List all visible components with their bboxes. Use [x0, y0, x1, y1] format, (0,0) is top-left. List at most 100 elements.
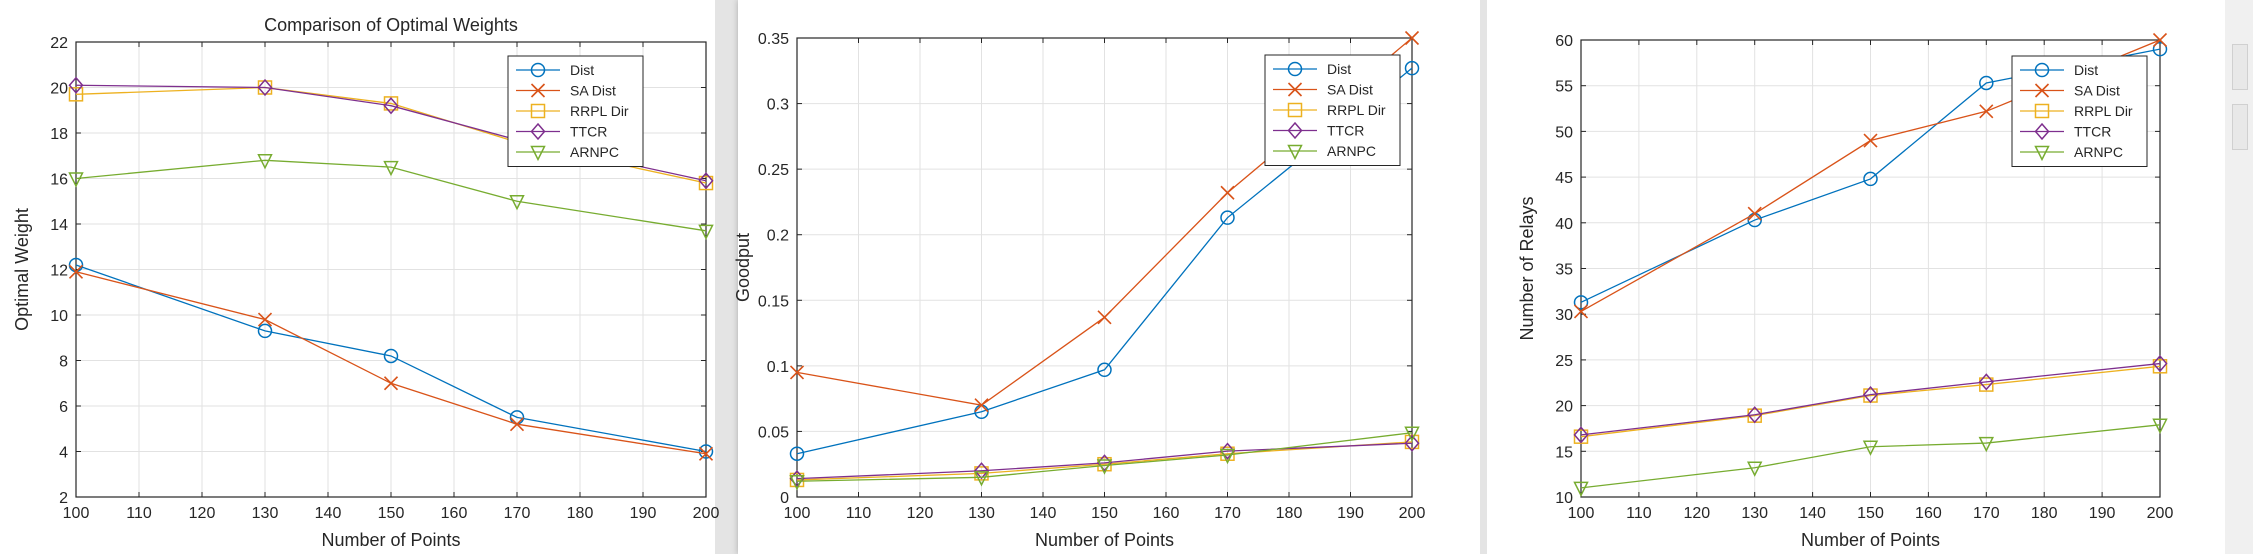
x-tick-label: 200 — [1399, 505, 1426, 522]
edge-button[interactable] — [2232, 104, 2248, 150]
marker-circle — [1979, 75, 1994, 91]
marker-square — [698, 175, 714, 191]
edge-button[interactable] — [2232, 44, 2248, 90]
marker-x — [698, 446, 714, 461]
y-tick-label: 10 — [1555, 490, 1573, 507]
marker-diamond — [2034, 122, 2050, 141]
legend-label: TTCR — [570, 124, 607, 140]
x-tick-label: 190 — [2089, 505, 2116, 522]
x-tick-label: 140 — [315, 505, 342, 522]
chart-3: 100 110 120 130 140 150 160 170 180 190 200 10 15 20 2… — [1517, 32, 2173, 550]
x-tick-label: 110 — [846, 505, 872, 522]
marker-triangle — [257, 154, 273, 170]
marker-triangle — [383, 160, 399, 177]
y-tick-label: 55 — [1555, 79, 1573, 96]
marker-circle — [1863, 171, 1878, 187]
chart-1: 100 110 120 130 140 150 160 170 180 190 200 2 4 6 8 10 1… — [12, 15, 719, 550]
legend-box — [1264, 54, 1401, 166]
legend-label: SA Dist — [2074, 83, 2120, 99]
marker-triangle — [789, 475, 805, 491]
marker-diamond — [2152, 354, 2168, 373]
series-line — [796, 432, 1413, 482]
marker-square — [1287, 102, 1303, 118]
x-tick-label: 110 — [1626, 505, 1652, 522]
series-line — [75, 264, 707, 453]
series-line — [796, 441, 1413, 481]
marker-diamond — [257, 78, 273, 97]
y-tick-label: 12 — [50, 263, 68, 280]
marker-diamond — [530, 122, 546, 141]
series-ttcr — [1573, 354, 2168, 444]
marker-x — [68, 264, 84, 279]
marker-triangle — [1219, 448, 1236, 465]
series-line — [75, 159, 707, 232]
legend-label: Dist — [1327, 61, 1351, 77]
marker-diamond — [1978, 373, 1994, 391]
marker-triangle — [509, 195, 525, 211]
legend-label: TTCR — [1327, 123, 1364, 139]
y-tick-label: 6 — [59, 399, 68, 416]
marker-x — [1097, 310, 1112, 325]
x-axis-label: Number of Points — [321, 530, 460, 550]
marker-triangle — [1862, 440, 1879, 456]
marker-square — [383, 96, 399, 111]
legend-label: RRPL Dir — [2074, 103, 2133, 119]
marker-circle — [1097, 362, 1112, 378]
marker-square — [2152, 359, 2168, 374]
window-edge-strip — [2225, 0, 2253, 554]
y-axis-label: Goodput — [733, 233, 753, 302]
marker-x — [1863, 133, 1878, 148]
x-tick-label: 170 — [1973, 505, 2000, 522]
legend-label: ARNPC — [570, 144, 619, 160]
y-tick-label: 0.1 — [767, 359, 789, 376]
x-tick-label: 130 — [252, 505, 279, 522]
marker-square — [68, 87, 84, 102]
x-axis-label: Number of Points — [1801, 530, 1940, 550]
series-line — [796, 67, 1413, 455]
marker-triangle — [1978, 436, 1995, 453]
y-tick-label: 8 — [59, 354, 68, 371]
marker-circle — [1287, 61, 1303, 77]
marker-triangle — [973, 471, 990, 487]
y-tick-label: 40 — [1555, 216, 1573, 233]
marker-diamond — [1863, 385, 1878, 404]
marker-circle — [257, 323, 273, 339]
marker-x — [2152, 32, 2168, 48]
series-arnpc — [1573, 418, 2168, 498]
y-tick-label: 35 — [1555, 262, 1573, 279]
y-tick-label: 4 — [59, 445, 68, 462]
marker-diamond — [974, 462, 989, 480]
marker-x — [1573, 304, 1589, 319]
y-tick-label: 60 — [1555, 33, 1573, 50]
marker-circle — [2034, 62, 2050, 78]
marker-x — [2034, 83, 2050, 98]
marker-x — [530, 83, 546, 98]
x-tick-label: 160 — [1915, 505, 1942, 522]
y-tick-label: 25 — [1555, 353, 1573, 370]
legend-label: RRPL Dir — [1327, 102, 1386, 118]
marker-diamond — [1287, 121, 1303, 140]
marker-diamond — [1573, 426, 1589, 444]
marker-x — [1979, 104, 1994, 119]
y-tick-label: 0.25 — [758, 162, 789, 179]
marker-circle — [1220, 210, 1235, 225]
y-axis-label: Optimal Weight — [12, 208, 32, 331]
marker-x — [1220, 185, 1235, 200]
series-sa-dist — [68, 264, 714, 461]
marker-diamond — [1404, 434, 1420, 452]
marker-triangle — [530, 145, 546, 162]
marker-diamond — [698, 172, 714, 190]
legend-label: SA Dist — [1327, 82, 1373, 98]
x-tick-label: 130 — [968, 505, 995, 522]
y-tick-label: 14 — [50, 217, 68, 234]
window-gap — [715, 0, 738, 554]
marker-square — [1979, 377, 1994, 392]
y-tick-label: 0.15 — [758, 293, 789, 310]
x-tick-label: 100 — [1568, 505, 1595, 522]
x-tick-label: 170 — [504, 505, 531, 522]
legend-label: RRPL Dir — [570, 103, 629, 119]
x-tick-label: 140 — [1799, 505, 1826, 522]
marker-diamond — [383, 97, 399, 115]
y-tick-label: 50 — [1555, 124, 1573, 141]
legend-box — [507, 55, 644, 167]
